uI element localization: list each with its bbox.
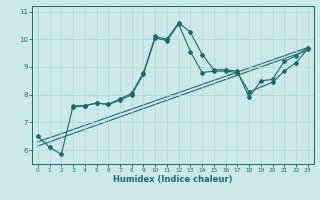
X-axis label: Humidex (Indice chaleur): Humidex (Indice chaleur) xyxy=(113,175,233,184)
